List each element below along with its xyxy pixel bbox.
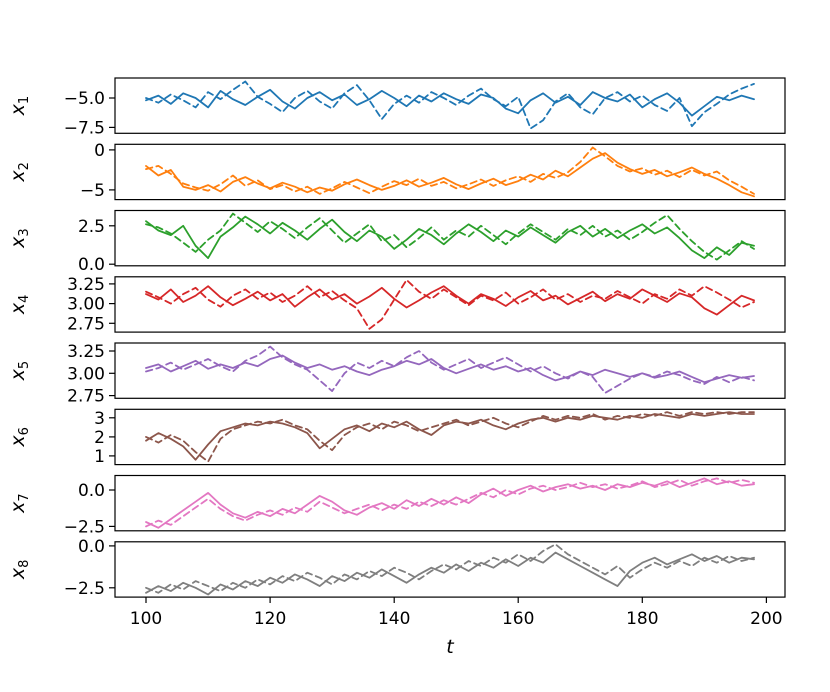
y-tick-label: 3 — [94, 409, 105, 429]
subplot-x_8: 0.0 −2.5 x8 — [7, 537, 786, 599]
subplot-x_6: 321 x6 — [7, 408, 786, 467]
y-axis-label: x2 — [7, 162, 32, 183]
y-tick-label: 0.0 — [78, 537, 105, 557]
axes-frame — [114, 276, 786, 333]
x-tick-label: 160 — [502, 609, 534, 629]
axes-frame — [114, 342, 786, 399]
subplot-x_2: 0 −5 x2 — [7, 141, 786, 201]
series-line-solid — [145, 285, 755, 316]
y-tick-label: −7.5 — [64, 118, 105, 138]
axes-frame — [114, 77, 786, 134]
y-tick-label: 2 — [94, 428, 105, 448]
y-axis-label: x1 — [7, 96, 32, 117]
y-tick-label: 3.25 — [67, 275, 105, 295]
axes-frame — [114, 474, 786, 532]
series-line-solid — [145, 88, 755, 117]
series-line-solid — [145, 152, 755, 198]
series-line-dashed — [145, 543, 755, 594]
series-line-dashed — [145, 278, 755, 330]
series-line-solid — [145, 354, 755, 384]
y-axis-label: x6 — [7, 427, 32, 448]
series-line-solid — [145, 215, 755, 260]
series-line-dashed — [145, 146, 755, 195]
y-tick-label: 3.00 — [67, 364, 105, 384]
series-line-dashed — [145, 477, 755, 528]
y-axis-label: x4 — [7, 295, 32, 316]
series-line-dashed — [145, 80, 755, 130]
series-line-solid — [145, 411, 755, 461]
x-axis-label: t — [446, 636, 455, 658]
x-tick-label: 140 — [378, 609, 410, 629]
series-line-dashed — [145, 411, 755, 463]
y-tick-label: 1 — [94, 447, 105, 467]
x-tick-label: 120 — [254, 609, 286, 629]
x-tick-label: 100 — [130, 609, 162, 629]
subplot-x_4: 3.253.002.75 x4 — [7, 275, 786, 334]
y-tick-label: −5 — [80, 181, 105, 201]
axes-frame — [114, 143, 786, 201]
y-tick-label: −5.0 — [64, 89, 105, 109]
subplot-x_3: 2.5 0.0 x3 — [7, 209, 786, 275]
y-tick-label: 0.0 — [78, 255, 105, 275]
y-tick-label: −2.5 — [64, 517, 105, 537]
y-tick-label: 0.0 — [78, 481, 105, 501]
y-tick-label: 2.75 — [67, 387, 105, 407]
y-tick-label: 3.00 — [67, 295, 105, 315]
x-tick-label: 200 — [750, 609, 782, 629]
y-tick-label: 2.5 — [78, 217, 105, 237]
y-tick-label: 3.25 — [67, 342, 105, 362]
series-line-dashed — [145, 212, 755, 261]
y-tick-label: 2.75 — [67, 314, 105, 334]
subplot-x_5: 3.253.00 2.75 x5 — [7, 342, 786, 407]
x-tick-label: 180 — [626, 609, 658, 629]
series-line-solid — [145, 551, 755, 596]
y-axis-label: x5 — [7, 361, 32, 382]
y-tick-label: −2.5 — [64, 579, 105, 599]
series-line-dashed — [145, 345, 755, 394]
axes-frame — [114, 541, 786, 598]
y-tick-label: 0 — [94, 141, 105, 161]
axes-frame — [114, 209, 786, 267]
y-axis-label: x3 — [7, 228, 32, 249]
subplot-x_1: −5.0 −7.5 x1 — [7, 77, 786, 138]
subplot-x_7: 0.0 −2.5 x7 — [7, 474, 786, 537]
y-axis-label: x8 — [7, 560, 32, 581]
y-axis-label: x7 — [7, 493, 32, 514]
